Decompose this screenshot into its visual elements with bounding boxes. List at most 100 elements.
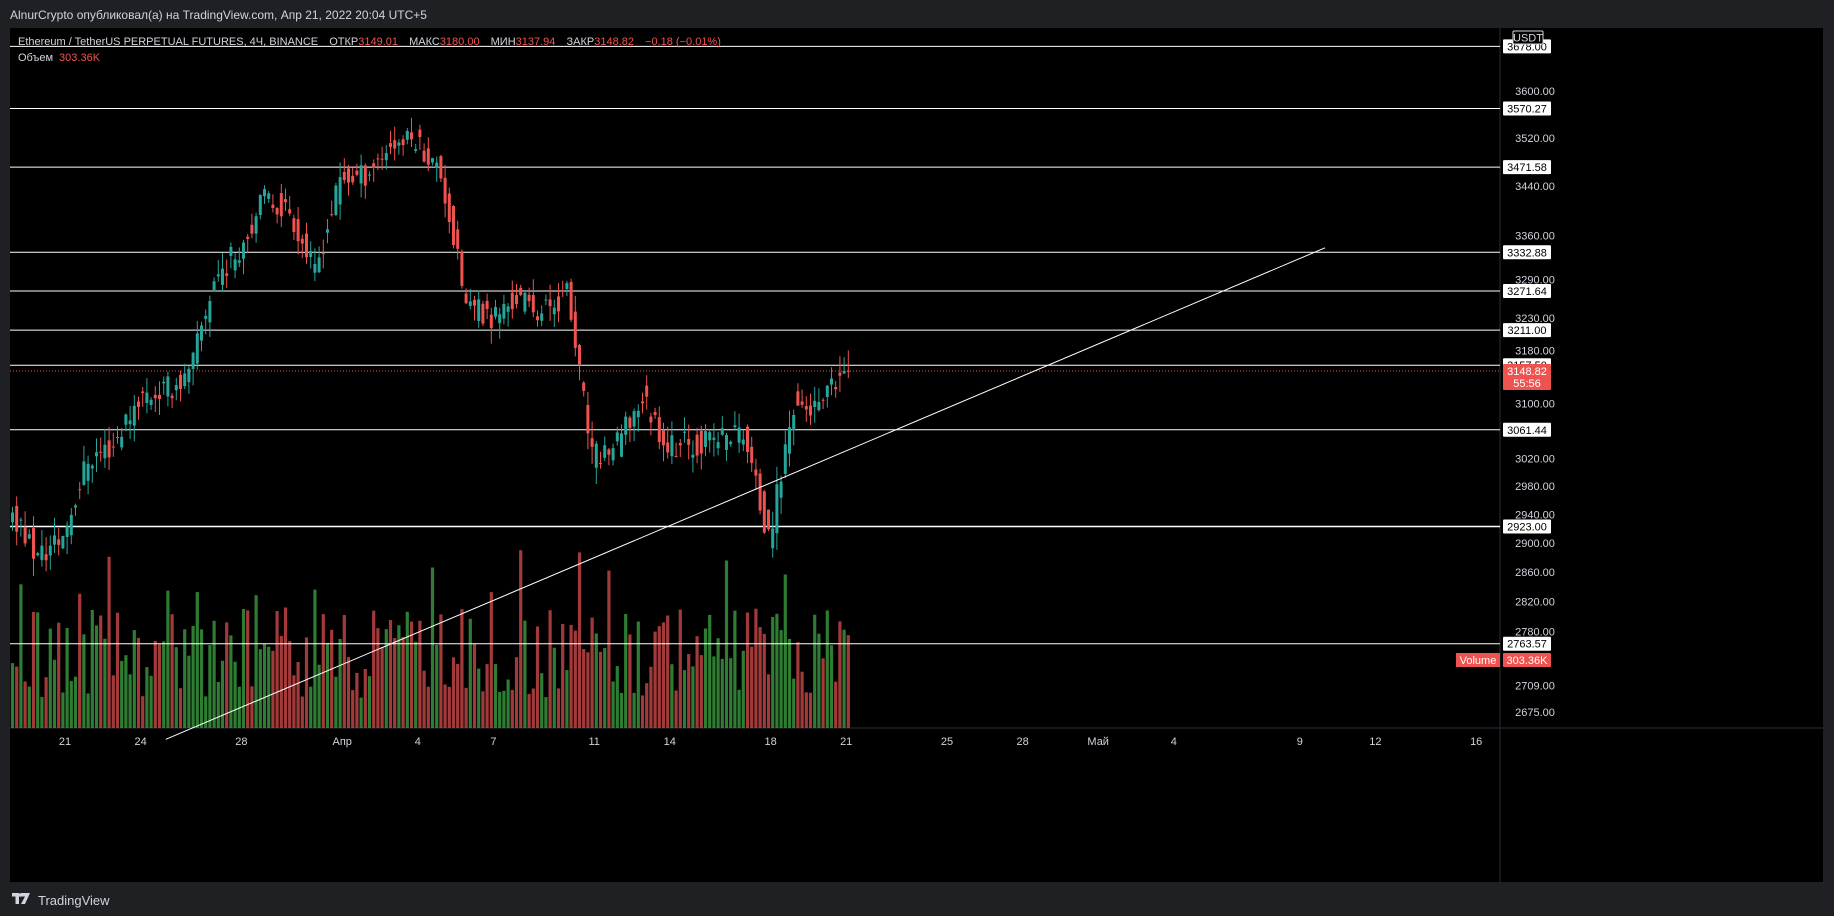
- candle-body: [431, 158, 434, 163]
- candle-body: [254, 216, 258, 234]
- candle-body: [477, 299, 481, 321]
- candle-body: [376, 158, 380, 160]
- price-chart[interactable]: 3600.00 3520.00 3440.00 3360.00 3290.00 3230.…: [10, 28, 1823, 882]
- candle-body: [762, 491, 766, 533]
- volume-bar: [527, 693, 531, 728]
- volume-bar: [750, 646, 754, 728]
- volume-bar: [523, 620, 527, 728]
- candle-body: [65, 526, 69, 537]
- volume-bar: [405, 611, 409, 728]
- candle-body: [830, 378, 833, 385]
- candle-body: [313, 264, 317, 273]
- candle-body: [775, 484, 779, 534]
- volume-bar: [800, 671, 804, 728]
- volume-bar: [615, 666, 619, 728]
- ohlc-legend: Ethereum / TetherUS PERPETUAL FUTURES, 4…: [18, 36, 729, 48]
- candle-body: [200, 325, 203, 341]
- candle-body: [536, 316, 539, 321]
- candle-body: [813, 400, 817, 407]
- volume-bar: [61, 692, 65, 728]
- volume-bar: [653, 631, 657, 728]
- volume-bar: [262, 643, 267, 728]
- current-price-label: 3148.82: [1507, 366, 1547, 378]
- volume-bar: [708, 614, 712, 728]
- time-axis[interactable]: 21 24 28 Апр 4 7 11 14 18 21 25 28 Май 4 9 12 16: [59, 736, 1482, 748]
- candle-body: [523, 292, 527, 312]
- volume-bar: [817, 633, 821, 728]
- candle-body: [141, 391, 145, 394]
- time-tick-label: 18: [764, 736, 776, 748]
- volume-bar: [573, 630, 577, 728]
- volume-bar: [141, 696, 145, 728]
- currency-label: USDT: [1513, 33, 1543, 45]
- candle-body: [582, 382, 586, 391]
- volume-bar: [304, 637, 309, 728]
- candle-body: [800, 401, 804, 405]
- open-value: 3149.01: [358, 36, 399, 48]
- candle-body: [443, 177, 447, 204]
- candle-body: [48, 545, 52, 556]
- candle-body: [36, 553, 40, 556]
- volume-bar: [31, 611, 36, 728]
- candle-body: [23, 527, 27, 544]
- volume-bar: [456, 664, 460, 728]
- candle-body: [57, 539, 61, 545]
- trendline[interactable]: [165, 247, 1326, 740]
- tradingview-logo-icon: [12, 893, 30, 904]
- volume-bar: [619, 692, 624, 728]
- candle-body: [502, 304, 506, 319]
- volume-bar: [321, 614, 325, 728]
- candle-body: [384, 153, 388, 161]
- volume-bar: [540, 673, 544, 728]
- candle-body: [267, 193, 271, 199]
- change-value: −0.18 (−0.01%): [645, 36, 721, 48]
- candle-body: [351, 175, 355, 183]
- volume-bar: [216, 682, 220, 728]
- candle-body: [418, 129, 422, 138]
- candle-body: [464, 293, 468, 304]
- volume-bar: [611, 681, 615, 728]
- volume-bar: [149, 675, 153, 728]
- level-price-label: 3271.64: [1507, 286, 1547, 298]
- candle-body: [326, 229, 329, 233]
- volume-bar: [346, 657, 351, 728]
- volume-bar: [86, 693, 90, 728]
- candle-body: [725, 435, 728, 450]
- level-price-box: [1503, 323, 1551, 338]
- price-tick-label: 2675.00: [1515, 707, 1555, 719]
- volume-bar: [552, 647, 556, 728]
- candle-body: [720, 428, 724, 435]
- candle-body: [699, 430, 703, 454]
- price-axis[interactable]: 3600.00 3520.00 3440.00 3360.00 3290.00 3230.…: [1515, 86, 1555, 719]
- candle-body: [767, 509, 770, 530]
- volume-bar: [90, 609, 94, 728]
- volume-bar: [229, 635, 233, 728]
- symbol-title[interactable]: Ethereum / TetherUS PERPETUAL FUTURES, 4…: [18, 36, 319, 48]
- volume-bar: [813, 614, 817, 728]
- candle-body: [746, 426, 749, 452]
- volume-label[interactable]: Объем: [18, 52, 54, 64]
- volume-bar: [23, 681, 27, 728]
- currency-box[interactable]: [1512, 30, 1544, 45]
- candle-body: [611, 448, 615, 461]
- volume-bar: [359, 697, 363, 728]
- candle-body: [540, 313, 544, 321]
- candle-body: [19, 519, 23, 521]
- high-value: 3180.00: [439, 36, 480, 48]
- volume-bar: [821, 658, 825, 728]
- volume-bar: [372, 610, 376, 728]
- volume-bar: [808, 692, 813, 728]
- candle-body: [649, 416, 653, 423]
- high-label: МАКС: [409, 36, 440, 48]
- volume-bar: [460, 609, 464, 728]
- volume-bar: [99, 615, 103, 728]
- volume-bar: [124, 655, 128, 728]
- time-axis-area[interactable]: [10, 728, 1823, 882]
- volume-bar: [65, 628, 69, 728]
- candle-body: [481, 303, 485, 324]
- volume-bar: [661, 622, 666, 728]
- volume-bar: [426, 686, 430, 728]
- volume-bar: [674, 690, 678, 728]
- chart-pane[interactable]: 3600.00 3520.00 3440.00 3360.00 3290.00 3230.…: [10, 28, 1823, 882]
- candle-body: [561, 290, 565, 292]
